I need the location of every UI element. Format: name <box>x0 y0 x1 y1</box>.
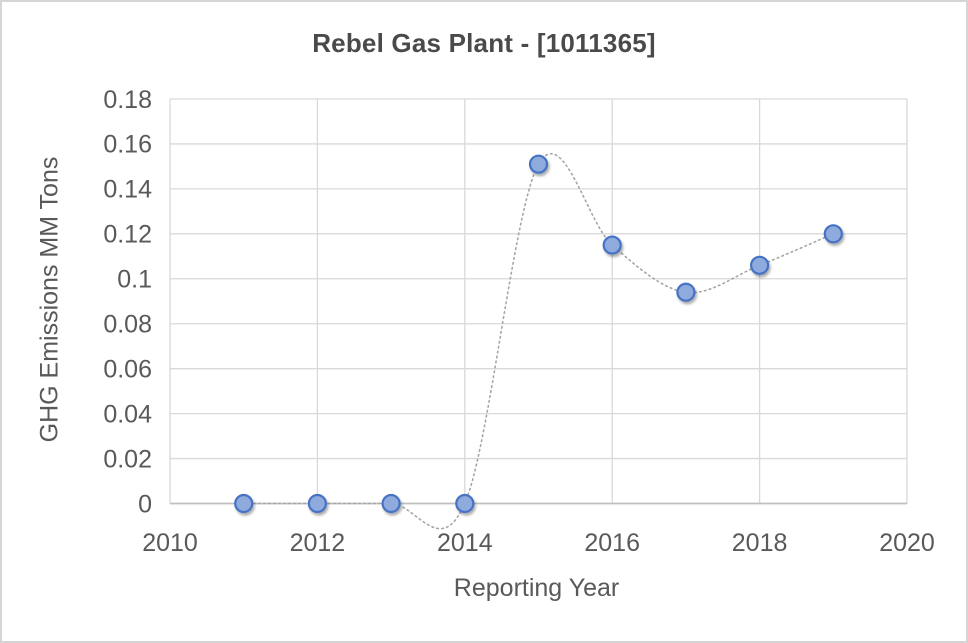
y-tick-label-0.02: 0.02 <box>103 445 152 473</box>
data-point-2011 <box>234 493 254 514</box>
data-point-2014 <box>455 493 475 514</box>
y-tick-label-0.06: 0.06 <box>103 355 152 383</box>
y-tick-label-0.08: 0.08 <box>103 310 152 338</box>
y-tick-label-0.04: 0.04 <box>103 400 152 428</box>
y-tick-label-0.16: 0.16 <box>103 131 152 159</box>
data-point-2012 <box>307 493 327 514</box>
y-tick-label-0.18: 0.18 <box>103 86 152 114</box>
x-tick-label-2020: 2020 <box>879 529 935 557</box>
y-tick-label-0.1: 0.1 <box>117 266 152 294</box>
y-tick-label-0.14: 0.14 <box>103 176 152 204</box>
data-point-2015 <box>528 154 549 174</box>
x-tick-label-2016: 2016 <box>584 529 640 557</box>
data-point-2017 <box>676 282 696 302</box>
x-tick-label-2010: 2010 <box>142 529 198 557</box>
data-point-2016 <box>602 235 622 255</box>
x-tick-label-2018: 2018 <box>732 529 788 557</box>
y-tick-label-0: 0 <box>138 490 152 518</box>
data-point-2013 <box>381 493 401 514</box>
data-point-2019 <box>823 224 843 244</box>
chart-title: Rebel Gas Plant - [1011365] <box>312 28 656 58</box>
data-point-2018 <box>749 255 770 275</box>
series-line <box>242 153 835 530</box>
x-tick-label-2014: 2014 <box>437 529 493 557</box>
x-axis-title: Reporting Year <box>453 574 620 602</box>
y-tick-label-0.12: 0.12 <box>103 221 152 249</box>
x-tick-label-2012: 2012 <box>290 529 346 557</box>
